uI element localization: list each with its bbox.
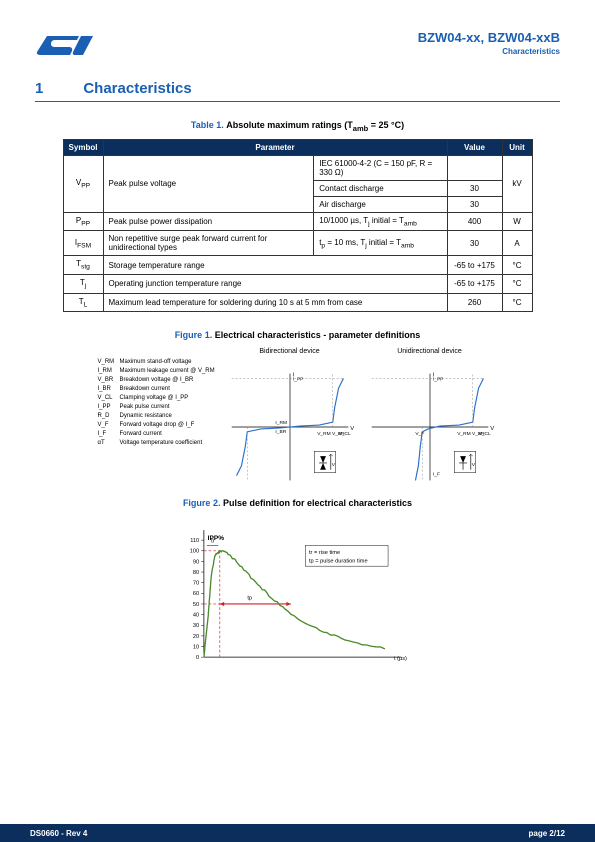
th-value: Value — [447, 139, 502, 155]
svg-text:40: 40 — [192, 613, 198, 619]
svg-text:I_RM: I_RM — [275, 420, 287, 426]
part-number: BZW04-xx, BZW04-xxB — [418, 30, 560, 45]
table-row: IFSM Non repetitive surge peak forward c… — [63, 231, 532, 256]
th-unit: Unit — [502, 139, 532, 155]
st-logo — [35, 30, 95, 60]
svg-text:I_BR: I_BR — [275, 429, 286, 435]
legend-row: I_FForward current — [98, 430, 218, 439]
legend-row: V_RMMaximum stand-off voltage — [98, 358, 218, 367]
figure2: 0 10 20 30 40 50 60 70 80 90 100 110 IPP% t (µs) tr tp t… — [173, 516, 423, 676]
legend-row: R_DDynamic resistance — [98, 412, 218, 421]
svg-text:V: V — [350, 426, 354, 432]
svg-text:I_PP: I_PP — [432, 377, 443, 383]
th-symbol: Symbol — [63, 139, 103, 155]
svg-text:I_F: I_F — [432, 472, 439, 478]
svg-text:10: 10 — [192, 645, 198, 651]
svg-text:tr = rise time: tr = rise time — [309, 550, 340, 556]
svg-text:70: 70 — [192, 581, 198, 587]
footer-right: page 2/12 — [529, 829, 565, 838]
footer-left: DS0660 - Rev 4 — [30, 829, 87, 838]
table-row: PPP Peak pulse power dissipation 10/1000… — [63, 212, 532, 231]
svg-text:50: 50 — [192, 602, 198, 608]
legend-row: I_BRBreakdown current — [98, 385, 218, 394]
svg-text:tp: tp — [247, 596, 252, 602]
page-footer: DS0660 - Rev 4 page 2/12 — [0, 824, 595, 842]
legend-row: αTVoltage temperature coefficient — [98, 439, 218, 448]
table1-caption: Table 1. Absolute maximum ratings (Tamb … — [35, 120, 560, 133]
section-title: Characteristics — [83, 80, 191, 97]
svg-text:tp = pulse duration time: tp = pulse duration time — [309, 559, 368, 565]
svg-text:V_CL: V_CL — [478, 431, 490, 437]
table-row: Tj Operating junction temperature range … — [63, 274, 532, 293]
table-absolute-max-ratings: Symbol Parameter Value Unit VPP Peak pul… — [63, 139, 533, 312]
figure2-caption: Figure 2. Pulse definition for electrica… — [35, 498, 560, 508]
figure1-bidirectional-graph: Bidirectional device I I_PP V_RM V_BR V_… — [222, 348, 358, 488]
header-section-label: Characteristics — [418, 47, 560, 56]
legend-row: V_BRBreakdown voltage @ I_BR — [98, 376, 218, 385]
svg-text:80: 80 — [192, 570, 198, 576]
figure1: V_RMMaximum stand-off voltageI_RMMaximum… — [98, 348, 498, 488]
legend-row: V_FForward voltage drop @ I_F — [98, 421, 218, 430]
table-row: Tstg Storage temperature range -65 to +1… — [63, 256, 532, 275]
legend-row: I_PPPeak pulse current — [98, 403, 218, 412]
svg-text:90: 90 — [192, 559, 198, 565]
svg-text:IPP%: IPP% — [207, 535, 224, 542]
legend-row: I_RMMaximum leakage current @ V_RM — [98, 367, 218, 376]
svg-text:30: 30 — [192, 623, 198, 629]
figure1-legend: V_RMMaximum stand-off voltageI_RMMaximum… — [98, 348, 218, 488]
svg-text:60: 60 — [192, 591, 198, 597]
svg-text:110: 110 — [190, 538, 199, 544]
section-number: 1 — [35, 80, 43, 97]
table-row: VPP Peak pulse voltage IEC 61000-4-2 (C … — [63, 155, 532, 180]
figure1-unidirectional-graph: Unidirectional device I I_PP V_F V_RM V_… — [362, 348, 498, 488]
table-row: TL Maximum lead temperature for solderin… — [63, 293, 532, 312]
page-header: BZW04-xx, BZW04-xxB Characteristics — [35, 30, 560, 60]
svg-text:0: 0 — [196, 655, 199, 661]
svg-text:V_CL: V_CL — [338, 431, 350, 437]
section-heading: 1 Characteristics — [35, 80, 560, 102]
svg-text:V: V — [490, 426, 494, 432]
svg-text:I_PP: I_PP — [292, 377, 303, 383]
svg-text:t (µs): t (µs) — [394, 656, 407, 662]
svg-text:100: 100 — [189, 549, 198, 555]
th-parameter: Parameter — [103, 139, 447, 155]
svg-text:V_F: V_F — [415, 431, 424, 437]
svg-text:tr: tr — [211, 538, 215, 544]
svg-text:20: 20 — [192, 634, 198, 640]
legend-row: V_CLClamping voltage @ I_PP — [98, 394, 218, 403]
figure1-caption: Figure 1. Electrical characteristics - p… — [35, 330, 560, 340]
